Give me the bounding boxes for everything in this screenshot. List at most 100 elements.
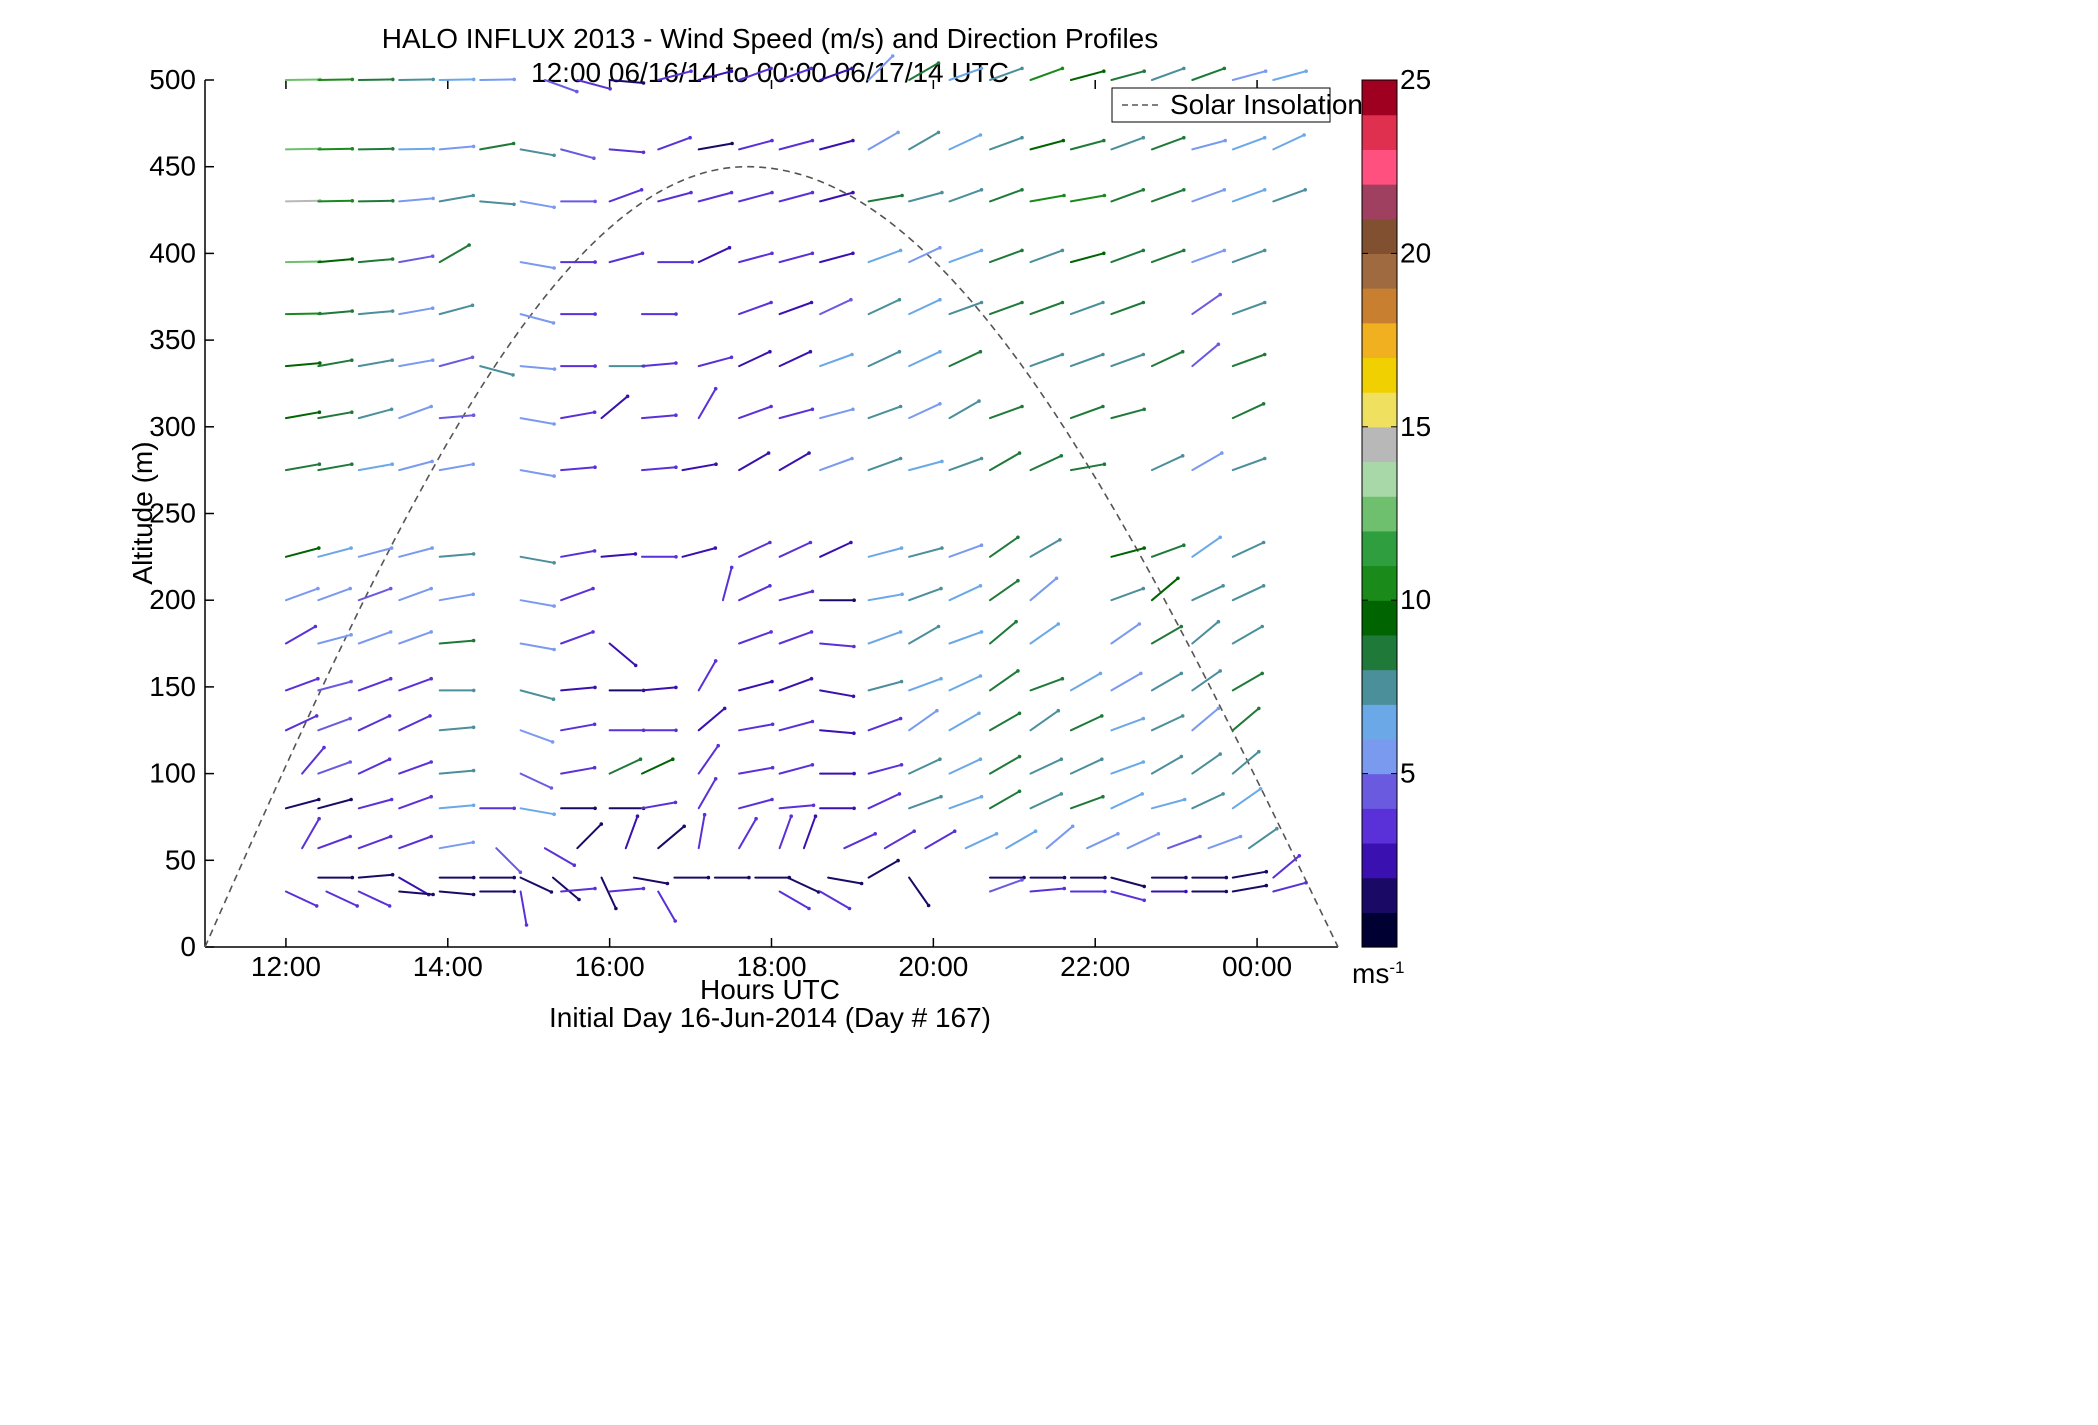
colorbar-band — [1362, 877, 1397, 913]
wind-barb-tip — [350, 77, 355, 82]
wind-barb — [284, 260, 321, 264]
wind-barb — [1191, 452, 1223, 472]
wind-barb — [819, 67, 853, 81]
colorbar-unit-base: ms — [1352, 958, 1389, 989]
wind-barb — [1110, 587, 1145, 602]
wind-barb-tip — [1198, 834, 1202, 839]
wind-barb-tip — [1258, 787, 1263, 791]
wind-barb — [284, 714, 318, 732]
wind-barb — [738, 301, 773, 316]
wind-barb — [357, 463, 394, 472]
wind-barb-tip — [1262, 456, 1267, 461]
wind-barb — [600, 876, 617, 910]
wind-barb-tip — [317, 462, 322, 467]
wind-barb — [778, 720, 814, 732]
wind-barb — [1150, 577, 1179, 602]
wind-barb — [398, 677, 433, 692]
wind-barb-tip — [770, 190, 774, 195]
x-tick-label: 20:00 — [898, 951, 968, 982]
wind-barb-tip — [1262, 188, 1267, 192]
wind-barb — [908, 350, 941, 368]
wind-barb — [284, 312, 321, 316]
wind-barb — [867, 859, 900, 879]
wind-barb-tip — [1216, 706, 1221, 711]
wind-barb-tip — [1264, 869, 1269, 874]
colorbar-frame — [1361, 79, 1398, 948]
wind-barb — [989, 249, 1023, 264]
wind-barb — [317, 835, 352, 850]
wind-barb — [519, 642, 556, 651]
wind-barb — [438, 804, 475, 810]
wind-barb — [398, 714, 431, 732]
wind-barb — [641, 466, 677, 472]
wind-barb — [284, 798, 320, 810]
wind-barb — [908, 709, 938, 732]
wind-barb-tip — [689, 190, 693, 195]
wind-barb-tip — [674, 555, 678, 559]
colorbar-band — [1362, 738, 1397, 775]
wind-barb-tip — [1139, 671, 1143, 676]
y-tick-label: 500 — [149, 64, 196, 95]
wind-barb — [1231, 541, 1265, 558]
wind-barb-tip — [1101, 794, 1105, 799]
wind-barb — [438, 244, 471, 264]
wind-barb-tip — [429, 834, 434, 839]
wind-barb — [317, 587, 352, 602]
wind-barb-tip — [1020, 188, 1024, 192]
wind-barb-tip — [1261, 402, 1266, 406]
wind-barb — [1272, 881, 1308, 893]
wind-barb-tip — [1056, 708, 1061, 713]
wind-barb — [657, 191, 692, 203]
wind-barb — [802, 815, 817, 850]
wind-barb — [697, 246, 731, 264]
wind-barb — [867, 350, 901, 368]
wind-barb-tip — [706, 875, 711, 880]
wind-barb-tip — [1017, 711, 1022, 716]
colorbar-band — [1362, 80, 1397, 116]
wind-barb-tip — [727, 245, 732, 250]
colorbar-band — [1362, 808, 1397, 844]
wind-barb-tip — [873, 832, 877, 836]
wind-barb — [284, 78, 321, 81]
colorbar-tick-label: 15 — [1400, 411, 1431, 442]
wind-barb-tip — [1142, 898, 1146, 903]
wind-barb-tip — [1156, 832, 1161, 836]
wind-barb — [519, 200, 556, 209]
wind-barb-tip — [1059, 792, 1064, 796]
wind-barb — [1150, 188, 1185, 203]
wind-barb-tip — [350, 147, 355, 151]
wind-barb-tip — [348, 760, 353, 764]
wind-barb — [1231, 750, 1260, 775]
wind-barb-tip — [809, 630, 814, 634]
wind-barb-tip — [389, 407, 394, 412]
wind-barb — [398, 359, 434, 368]
wind-barb-tip — [593, 199, 597, 204]
wind-barb — [948, 67, 983, 81]
wind-barb — [576, 79, 612, 90]
wind-barb — [867, 457, 902, 472]
wind-barb-tip — [1275, 826, 1279, 831]
wind-barb — [560, 686, 596, 692]
wind-barb-tip — [552, 153, 556, 158]
wind-barb-tip — [897, 297, 902, 302]
wind-barb — [908, 298, 941, 316]
wind-barb-tip — [350, 309, 355, 313]
wind-barb-tip — [766, 451, 771, 455]
wind-barb — [778, 804, 815, 810]
wind-barb-tip — [852, 598, 856, 602]
wind-barb-tip — [1182, 188, 1186, 192]
wind-barb — [398, 197, 435, 203]
wind-barb-tip — [431, 196, 435, 201]
wind-barb-tip — [471, 892, 476, 897]
wind-barb-tip — [511, 141, 516, 146]
wind-barb — [697, 70, 733, 81]
wind-barb — [1029, 139, 1065, 151]
wind-barb-tip — [851, 190, 855, 195]
wind-barb — [867, 194, 904, 203]
wind-barb-tip — [851, 694, 856, 699]
y-tick-label: 50 — [165, 844, 196, 875]
colorbar-unit: ms-1 — [1352, 958, 1404, 989]
wind-barb — [1191, 753, 1222, 775]
wind-barb-tip — [808, 349, 813, 354]
wind-barb-tip — [314, 904, 319, 908]
